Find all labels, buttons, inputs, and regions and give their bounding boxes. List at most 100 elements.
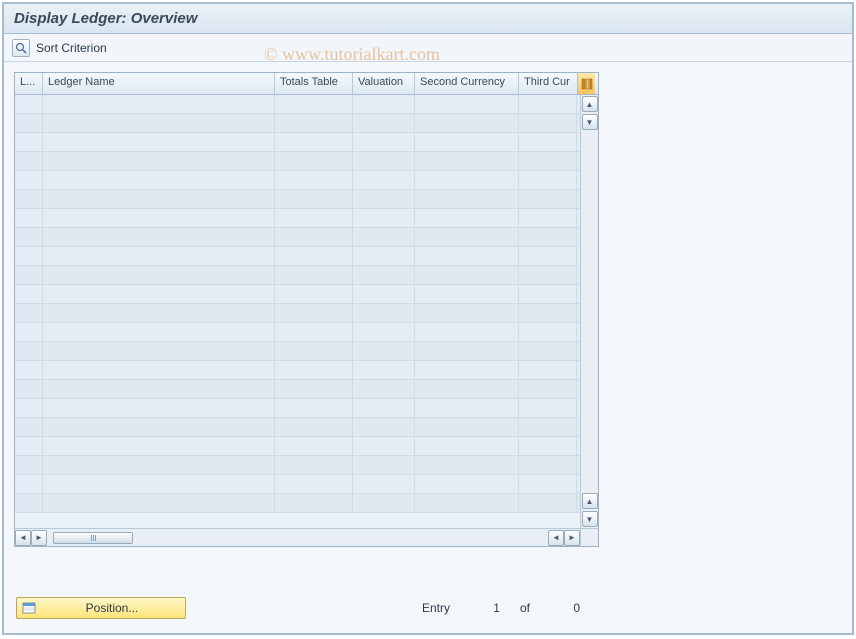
scroll-left-step-icon[interactable]: ►	[31, 530, 47, 546]
table-row[interactable]	[15, 361, 580, 380]
table-cell	[43, 152, 275, 170]
table-cell	[43, 304, 275, 322]
table-row[interactable]	[15, 114, 580, 133]
table-cell	[519, 266, 577, 284]
table-cell	[15, 285, 43, 303]
table-cell	[15, 323, 43, 341]
table-row[interactable]	[15, 304, 580, 323]
table-cell	[519, 247, 577, 265]
sort-icon[interactable]	[12, 39, 30, 57]
table-cell	[353, 171, 415, 189]
vertical-scrollbar: ▲ ▼ ▲ ▼	[580, 95, 598, 528]
table-row[interactable]	[15, 171, 580, 190]
table-cell	[353, 304, 415, 322]
table-cell	[275, 304, 353, 322]
table-row[interactable]	[15, 285, 580, 304]
table-cell	[415, 152, 519, 170]
col-second-currency[interactable]: Second Currency	[415, 73, 519, 94]
horizontal-scrollbar: ◄ ► ◄ ►	[15, 528, 598, 546]
position-label: Position...	[43, 601, 181, 615]
table-cell	[275, 380, 353, 398]
table-row[interactable]	[15, 209, 580, 228]
table-cell	[519, 114, 577, 132]
table-cell	[415, 361, 519, 379]
hscroll-track[interactable]	[49, 531, 546, 545]
table-cell	[519, 190, 577, 208]
app-window: Display Ledger: Overview Sort Criterion …	[2, 2, 854, 635]
position-button[interactable]: Position...	[16, 597, 186, 619]
table-row[interactable]	[15, 247, 580, 266]
table-row[interactable]	[15, 418, 580, 437]
table-cell	[415, 475, 519, 493]
col-third-currency[interactable]: Third Cur	[519, 73, 577, 94]
position-icon	[21, 600, 37, 616]
table-cell	[275, 399, 353, 417]
table-cell	[275, 209, 353, 227]
table-cell	[15, 399, 43, 417]
table-row[interactable]	[15, 494, 580, 513]
table-cell	[43, 190, 275, 208]
table-row[interactable]	[15, 95, 580, 114]
table-cell	[353, 361, 415, 379]
table-row[interactable]	[15, 399, 580, 418]
table-row[interactable]	[15, 152, 580, 171]
table-cell	[43, 114, 275, 132]
table-cell	[519, 95, 577, 113]
table-cell	[15, 475, 43, 493]
scroll-up-step-icon[interactable]: ▼	[582, 114, 598, 130]
col-totals-table[interactable]: Totals Table	[275, 73, 353, 94]
table-cell	[519, 456, 577, 474]
footer-bar: Position... Entry 1 of 0	[16, 597, 840, 619]
table-cell	[43, 399, 275, 417]
scroll-right-icon[interactable]: ►	[564, 530, 580, 546]
table-cell	[415, 171, 519, 189]
table-row[interactable]	[15, 323, 580, 342]
sort-criterion-label[interactable]: Sort Criterion	[36, 41, 107, 55]
hscroll-thumb[interactable]	[53, 532, 133, 544]
table-row[interactable]	[15, 228, 580, 247]
table-cell	[15, 247, 43, 265]
table-cell	[43, 228, 275, 246]
table-cell	[415, 380, 519, 398]
table-row[interactable]	[15, 190, 580, 209]
table-cell	[415, 342, 519, 360]
table-cell	[15, 95, 43, 113]
table-row[interactable]	[15, 342, 580, 361]
table-cell	[15, 114, 43, 132]
scroll-corner	[580, 529, 598, 546]
scroll-down-icon[interactable]: ▼	[582, 511, 598, 527]
table-cell	[275, 475, 353, 493]
table-cell	[353, 380, 415, 398]
table-cell	[519, 228, 577, 246]
table-row[interactable]	[15, 380, 580, 399]
configure-columns-icon[interactable]	[577, 73, 595, 94]
table-cell	[353, 399, 415, 417]
scroll-up-icon[interactable]: ▲	[582, 96, 598, 112]
scroll-down-step-icon[interactable]: ▲	[582, 493, 598, 509]
table-cell	[15, 133, 43, 151]
table-cell	[353, 209, 415, 227]
entry-of: of	[520, 601, 530, 615]
table-cell	[15, 152, 43, 170]
col-valuation[interactable]: Valuation	[353, 73, 415, 94]
table-row[interactable]	[15, 437, 580, 456]
table-cell	[415, 437, 519, 455]
table-cell	[415, 190, 519, 208]
table-row[interactable]	[15, 266, 580, 285]
col-ledger-code[interactable]: L...	[15, 73, 43, 94]
col-ledger-name[interactable]: Ledger Name	[43, 73, 275, 94]
table-cell	[415, 494, 519, 512]
table-row[interactable]	[15, 133, 580, 152]
table-cell	[519, 475, 577, 493]
table-cell	[353, 437, 415, 455]
table-cell	[15, 456, 43, 474]
table-cell	[519, 361, 577, 379]
table-cell	[43, 456, 275, 474]
scroll-left-icon[interactable]: ◄	[15, 530, 31, 546]
table-row[interactable]	[15, 456, 580, 475]
table-cell	[415, 418, 519, 436]
table-row[interactable]	[15, 475, 580, 494]
scroll-right-step-icon[interactable]: ◄	[548, 530, 564, 546]
table-cell	[353, 418, 415, 436]
table-cell	[353, 323, 415, 341]
